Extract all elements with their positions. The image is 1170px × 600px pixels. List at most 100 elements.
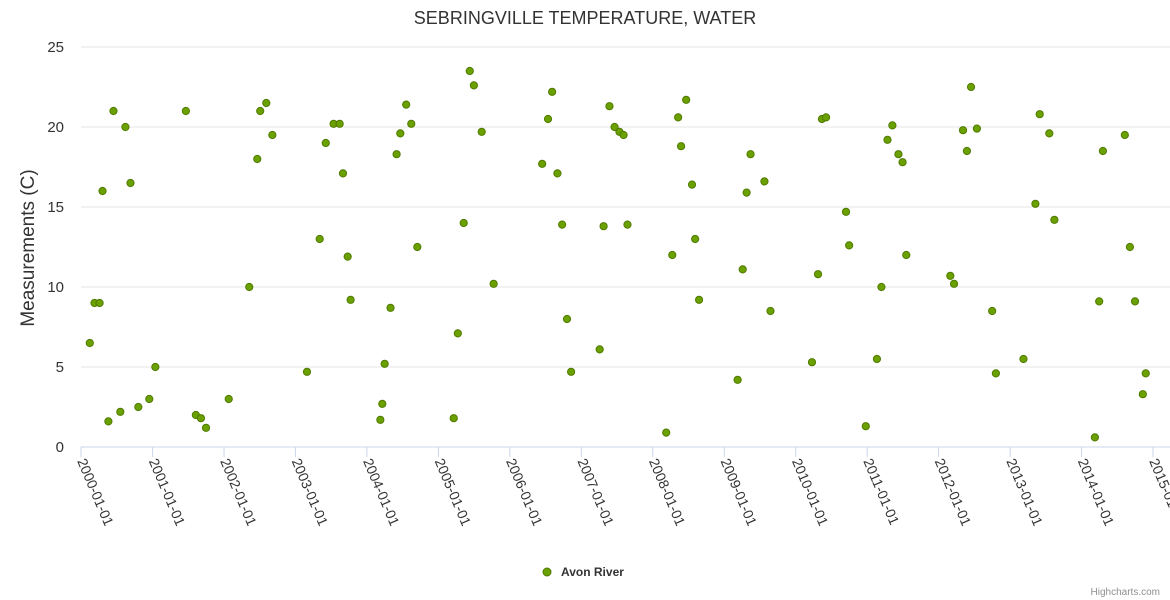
data-point[interactable] (972, 124, 982, 133)
data-point[interactable] (343, 252, 352, 261)
data-point[interactable] (335, 119, 344, 128)
data-point[interactable] (256, 106, 265, 116)
data-point[interactable] (378, 399, 387, 408)
data-point[interactable] (538, 159, 547, 168)
data-point[interactable] (126, 178, 135, 188)
data-point[interactable] (315, 234, 324, 244)
data-point[interactable] (898, 158, 907, 167)
data-point[interactable] (121, 122, 130, 132)
data-point[interactable] (402, 100, 411, 109)
data-point[interactable] (599, 222, 608, 231)
data-point[interactable] (821, 113, 831, 122)
data-point[interactable] (338, 169, 348, 178)
data-point[interactable] (668, 250, 677, 260)
data-point[interactable] (605, 102, 614, 111)
data-point[interactable] (477, 127, 486, 136)
data-point[interactable] (562, 314, 572, 324)
data-point[interactable] (543, 114, 553, 124)
data-point[interactable] (988, 306, 997, 316)
data-point[interactable] (85, 338, 94, 348)
data-point[interactable] (396, 129, 405, 138)
legend[interactable]: Avon River (542, 565, 624, 579)
data-point[interactable] (302, 367, 312, 376)
data-point[interactable] (145, 394, 154, 404)
data-point[interactable] (567, 367, 576, 376)
data-point[interactable] (946, 271, 955, 280)
data-point[interactable] (1090, 433, 1099, 442)
data-point[interactable] (346, 295, 355, 304)
data-point[interactable] (619, 130, 628, 140)
data-point[interactable] (1035, 110, 1044, 119)
data-point[interactable] (1098, 146, 1108, 156)
data-point[interactable] (966, 82, 976, 92)
data-point[interactable] (623, 220, 632, 229)
data-point[interactable] (268, 130, 277, 140)
data-point[interactable] (949, 279, 959, 288)
data-point[interactable] (245, 282, 254, 292)
data-point[interactable] (321, 138, 330, 148)
data-point[interactable] (872, 354, 882, 364)
data-point[interactable] (1138, 390, 1147, 399)
data-point[interactable] (738, 265, 747, 274)
data-point[interactable] (687, 180, 697, 189)
data-point[interactable] (1120, 130, 1129, 140)
data-point[interactable] (181, 106, 190, 116)
data-point[interactable] (691, 234, 700, 244)
data-point[interactable] (991, 369, 1000, 378)
data-point[interactable] (1095, 297, 1104, 306)
data-point[interactable] (841, 207, 851, 216)
data-point[interactable] (760, 177, 769, 186)
data-point[interactable] (1050, 215, 1059, 224)
data-point[interactable] (151, 362, 160, 372)
data-point[interactable] (553, 169, 562, 178)
data-point[interactable] (1045, 129, 1054, 138)
data-point[interactable] (134, 402, 143, 412)
data-point[interactable] (413, 242, 422, 252)
data-point[interactable] (224, 394, 233, 404)
credits-link[interactable]: Highcharts.com (1091, 587, 1160, 598)
data-point[interactable] (201, 423, 211, 432)
data-point[interactable] (807, 358, 817, 367)
legend-item-avon-river[interactable]: Avon River (561, 565, 624, 579)
data-point[interactable] (888, 121, 897, 130)
data-point[interactable] (1125, 242, 1135, 252)
data-point[interactable] (595, 345, 604, 354)
data-point[interactable] (742, 188, 751, 197)
data-point[interactable] (98, 186, 107, 196)
data-point[interactable] (877, 282, 886, 292)
data-point[interactable] (813, 270, 823, 279)
data-point[interactable] (1130, 297, 1140, 306)
data-point[interactable] (694, 295, 704, 304)
data-point[interactable] (386, 303, 395, 312)
data-point[interactable] (894, 150, 903, 159)
data-point[interactable] (407, 119, 416, 128)
data-point[interactable] (104, 417, 113, 426)
data-point[interactable] (262, 98, 271, 108)
data-point[interactable] (380, 359, 389, 368)
data-point[interactable] (883, 135, 892, 144)
data-point[interactable] (392, 150, 401, 159)
data-point[interactable] (610, 122, 619, 132)
data-point[interactable] (548, 87, 557, 96)
data-point[interactable] (958, 126, 968, 135)
data-point[interactable] (1031, 199, 1040, 208)
data-point[interactable] (845, 241, 854, 250)
data-point[interactable] (449, 414, 458, 423)
data-point[interactable] (469, 81, 478, 90)
data-point[interactable] (733, 375, 742, 384)
data-point[interactable] (465, 66, 474, 76)
data-point[interactable] (766, 306, 775, 316)
data-point[interactable] (109, 106, 118, 116)
data-point[interactable] (861, 422, 870, 431)
data-point[interactable] (459, 218, 468, 228)
data-point[interactable] (95, 298, 104, 308)
data-point[interactable] (682, 95, 691, 104)
data-point[interactable] (674, 113, 683, 122)
data-point[interactable] (558, 220, 567, 229)
data-point[interactable] (453, 329, 462, 338)
legend-marker[interactable] (542, 567, 552, 577)
data-point[interactable] (376, 415, 385, 424)
data-point[interactable] (116, 407, 125, 416)
data-point[interactable] (662, 428, 671, 437)
data-point[interactable] (196, 414, 206, 423)
